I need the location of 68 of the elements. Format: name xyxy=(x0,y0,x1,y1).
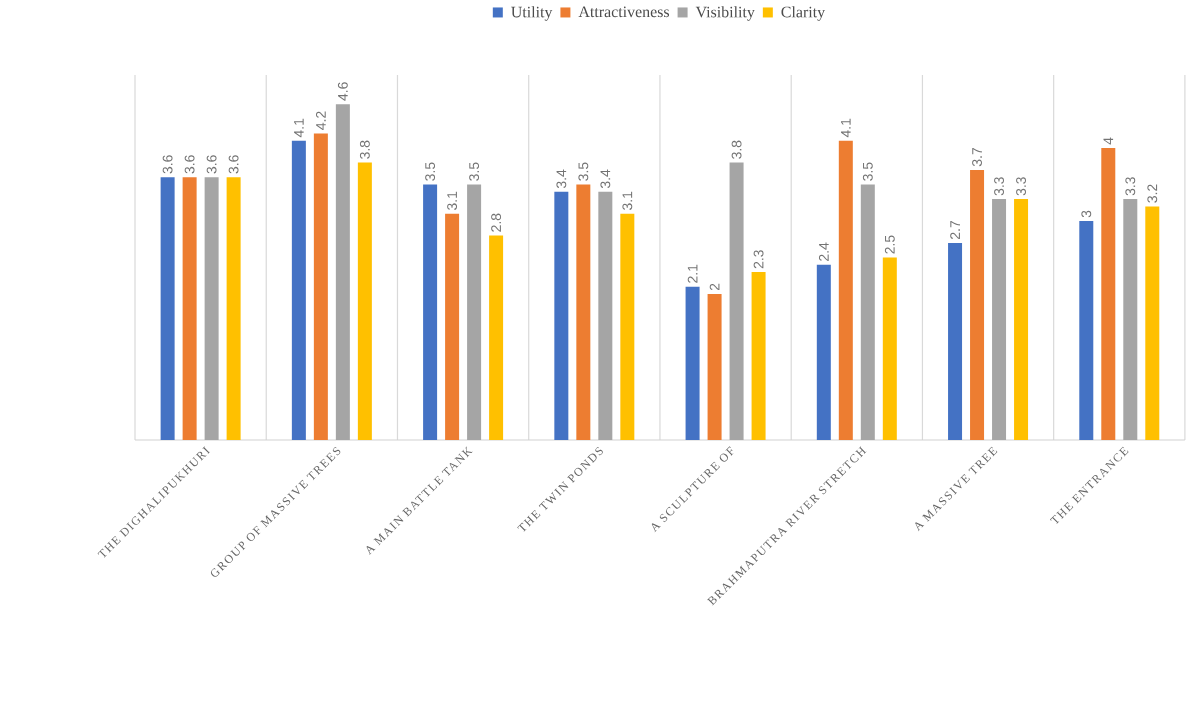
bar xyxy=(1145,206,1160,440)
data-label: 2.3 xyxy=(753,250,764,269)
bar xyxy=(445,213,460,440)
data-label: 4 xyxy=(1103,137,1114,145)
bar xyxy=(226,177,241,440)
data-label: 3.1 xyxy=(447,191,458,210)
data-label: 3.2 xyxy=(1147,184,1158,203)
bar xyxy=(620,213,635,440)
bar xyxy=(948,242,963,440)
bar xyxy=(554,191,569,440)
bar xyxy=(291,140,306,440)
bar xyxy=(598,191,613,440)
bar xyxy=(816,264,831,440)
data-label: 3.4 xyxy=(600,169,611,189)
data-label: 3.4 xyxy=(556,169,567,189)
data-label: 2.1 xyxy=(687,264,698,283)
legend-label: Utility xyxy=(511,6,553,21)
data-label: 3.6 xyxy=(184,155,195,174)
bar xyxy=(313,133,328,440)
data-label: 3.3 xyxy=(994,177,1004,196)
bar xyxy=(882,257,897,440)
data-label: 2.5 xyxy=(884,235,895,254)
bar xyxy=(576,184,591,440)
bar xyxy=(838,140,853,440)
bar xyxy=(204,177,219,440)
legend-label: Attractiveness xyxy=(578,6,670,18)
bar xyxy=(1101,148,1116,440)
bar xyxy=(335,104,350,440)
data-label: 4.1 xyxy=(294,118,304,138)
data-label: 2 xyxy=(709,283,720,291)
data-label: 3.5 xyxy=(578,162,589,181)
bar xyxy=(160,177,175,440)
bar xyxy=(860,184,875,440)
bar xyxy=(182,177,197,440)
data-label: 4.2 xyxy=(315,111,326,130)
data-label: 3.6 xyxy=(162,155,173,174)
bar xyxy=(423,184,438,440)
legend-label: Clarity xyxy=(781,6,826,21)
bar xyxy=(1079,221,1094,440)
data-label: 2.7 xyxy=(950,221,960,239)
bar xyxy=(467,184,482,440)
data-label: 3.1 xyxy=(622,191,633,210)
legend-label: Visibility xyxy=(695,6,755,21)
data-label: 3.5 xyxy=(425,162,436,181)
data-label: 2.8 xyxy=(491,213,502,232)
bar xyxy=(1123,199,1138,440)
data-label: 2.4 xyxy=(818,242,829,261)
bar xyxy=(357,162,372,440)
data-label: 3.7 xyxy=(972,148,982,167)
data-label: 3.6 xyxy=(228,155,239,174)
bar xyxy=(970,169,985,440)
bar xyxy=(751,272,766,440)
data-label: 3.3 xyxy=(1125,177,1136,196)
data-label: 3.5 xyxy=(469,162,480,181)
data-label: 3.6 xyxy=(206,155,217,174)
data-label: 3.8 xyxy=(359,140,370,159)
bar xyxy=(992,199,1007,440)
data-label: 4.1 xyxy=(841,118,851,138)
data-label: 3 xyxy=(1081,210,1092,218)
data-label: 3.3 xyxy=(1016,177,1026,196)
bar xyxy=(489,235,504,440)
bar xyxy=(729,162,744,440)
data-label: 4.6 xyxy=(337,82,348,101)
data-label: 3.8 xyxy=(731,140,742,159)
bar xyxy=(1014,199,1029,440)
bar xyxy=(707,294,722,440)
data-label: 3.5 xyxy=(862,162,873,181)
bar xyxy=(685,286,700,440)
